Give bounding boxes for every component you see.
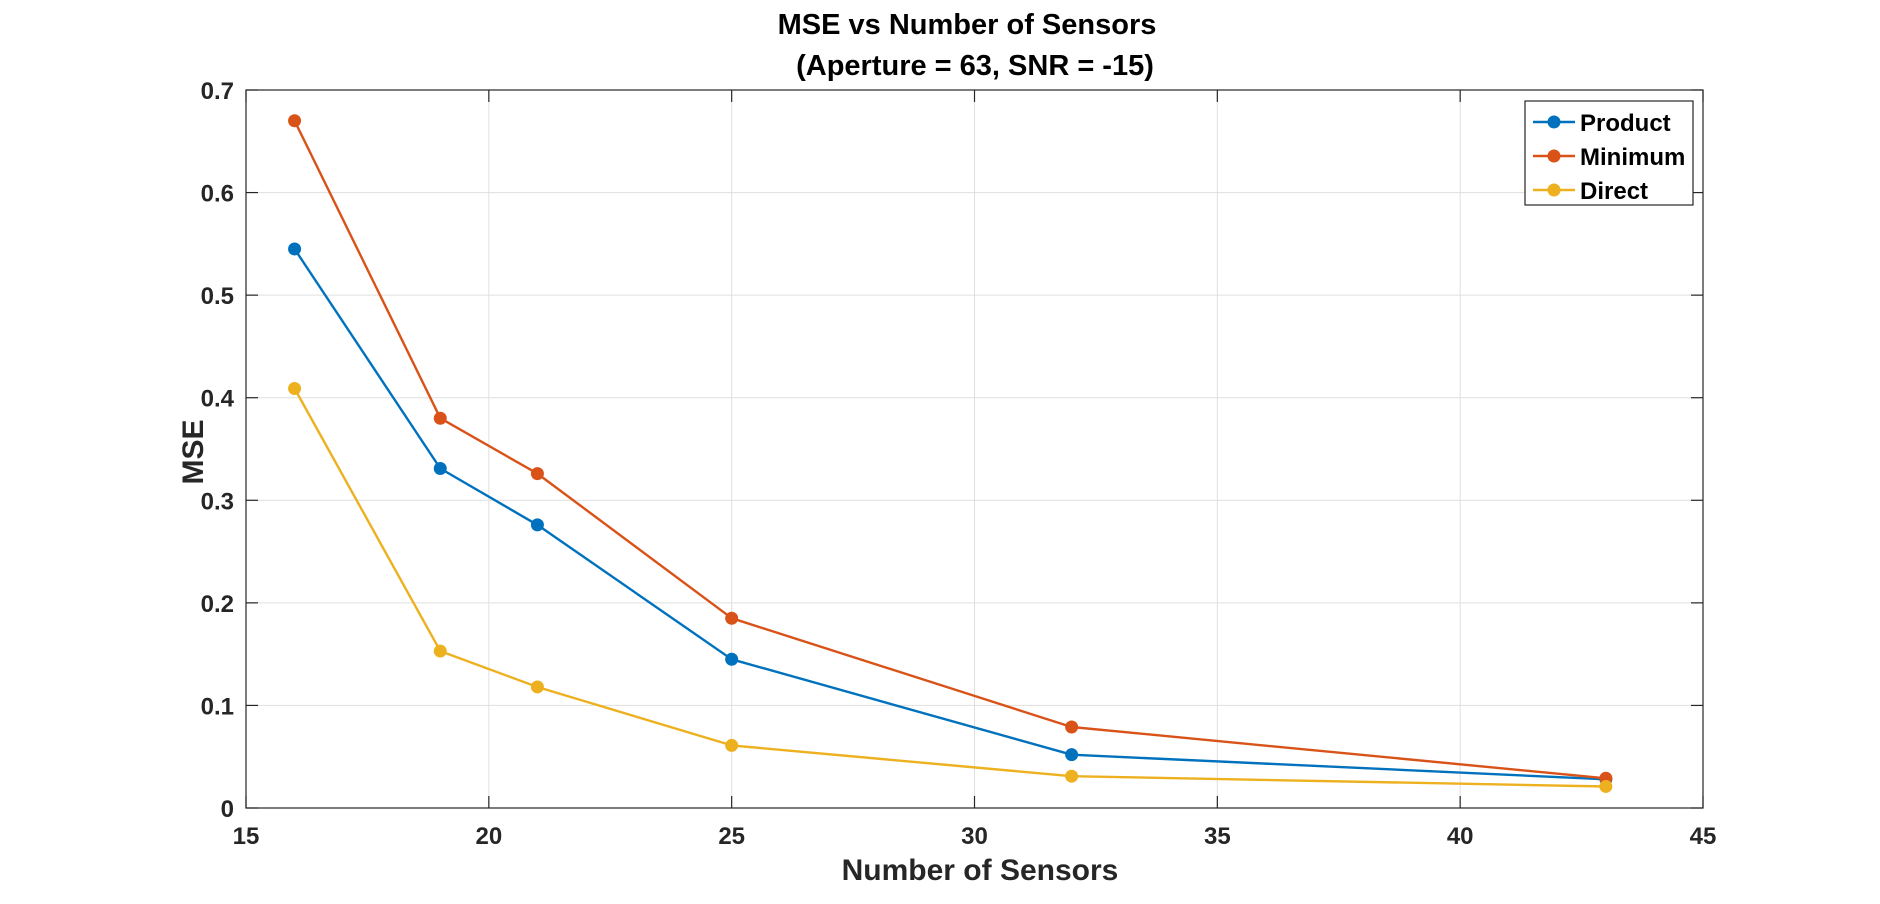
legend-marker-minimum: [1547, 149, 1561, 163]
x-tick-label: 40: [1447, 823, 1474, 850]
legend-label-product: Product: [1580, 110, 1671, 137]
y-tick-label: 0.5: [201, 283, 234, 310]
series-line-minimum: [293, 120, 1607, 780]
data-point-product: [530, 518, 544, 532]
data-point-direct: [1599, 779, 1613, 793]
y-axis-label: MSE: [177, 419, 210, 484]
y-tick-label: 0: [221, 796, 234, 823]
x-tick-label: 20: [475, 823, 502, 850]
y-tick-label: 0.4: [201, 386, 235, 413]
y-tick-label: 0.3: [201, 488, 234, 515]
data-point-direct: [530, 680, 544, 694]
x-tick-label: 25: [718, 823, 745, 850]
y-tick-label: 0.2: [201, 591, 234, 618]
x-tick-label: 45: [1690, 823, 1717, 850]
y-tick-label: 0.6: [201, 181, 234, 208]
data-point-direct: [1065, 769, 1079, 783]
data-point-minimum: [433, 411, 447, 425]
x-tick-label: 35: [1204, 823, 1231, 850]
series-line-direct: [293, 387, 1606, 788]
data-point-product: [725, 652, 739, 666]
data-point-product: [433, 461, 447, 475]
data-point-minimum: [725, 611, 739, 625]
data-point-product: [288, 242, 302, 256]
data-point-minimum: [530, 467, 544, 481]
legend-label-minimum: Minimum: [1580, 144, 1685, 171]
legend-label-direct: Direct: [1580, 178, 1648, 205]
x-tick-label: 30: [961, 823, 988, 850]
legend-marker-direct: [1547, 183, 1561, 197]
y-tick-label: 0.1: [201, 693, 234, 720]
axis-ticks: 15 20 25 30 35 40 45 0 0.1 0.2 0.3 0.4 0.5 0.6 0.7: [201, 78, 1717, 850]
data-point-minimum: [288, 114, 302, 128]
legend: Product Minimum Direct: [1524, 100, 1694, 206]
data-point-direct: [725, 738, 739, 752]
series-line-product: [293, 248, 1606, 781]
x-axis-label: Number of Sensors: [842, 854, 1119, 887]
series-layer: [288, 114, 1613, 793]
chart-title: MSE vs Number of Sensors: [778, 9, 1157, 41]
data-point-minimum: [1065, 720, 1079, 734]
grid: [246, 90, 1703, 808]
chart-subtitle: (Aperture = 63, SNR = -15): [796, 50, 1154, 82]
data-point-direct: [433, 644, 447, 658]
legend-marker-product: [1547, 115, 1561, 129]
data-point-product: [1065, 748, 1079, 762]
data-point-direct: [288, 381, 302, 395]
y-tick-label: 0.7: [201, 78, 234, 105]
x-tick-label: 15: [233, 823, 260, 850]
